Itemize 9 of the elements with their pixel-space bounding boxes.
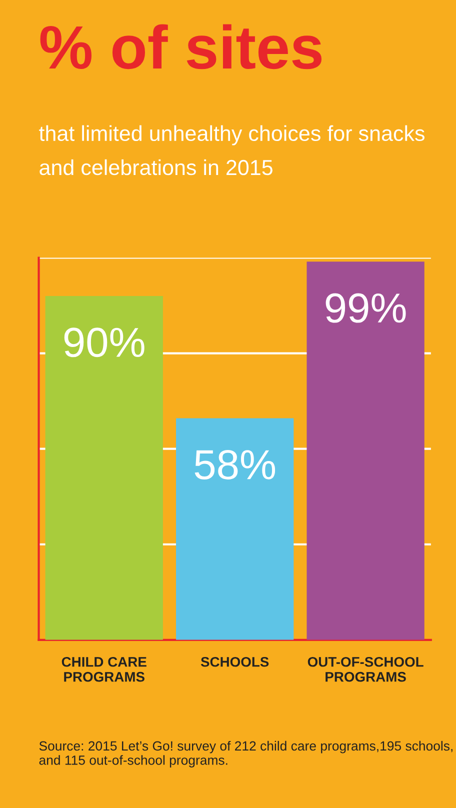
chart-title: % of sites <box>40 24 322 70</box>
x-tick-label: CHILD CARE PROGRAMS <box>62 656 146 682</box>
chart-subtitle: that limited unhealthy choices for snacks and celebrations in 2015 <box>39 125 424 176</box>
data-label: 90% <box>64 328 144 358</box>
source-note: Source: 2015 Let’s Go! survey of 212 child care programs,195 schools, and 115 out-of-school programs. <box>39 740 452 768</box>
data-label: 58% <box>194 450 276 480</box>
data-label: 99% <box>326 293 406 323</box>
x-tick-label: SCHOOLS <box>200 656 269 667</box>
x-tick-label: OUT-OF-SCHOOL PROGRAMS <box>308 656 424 682</box>
